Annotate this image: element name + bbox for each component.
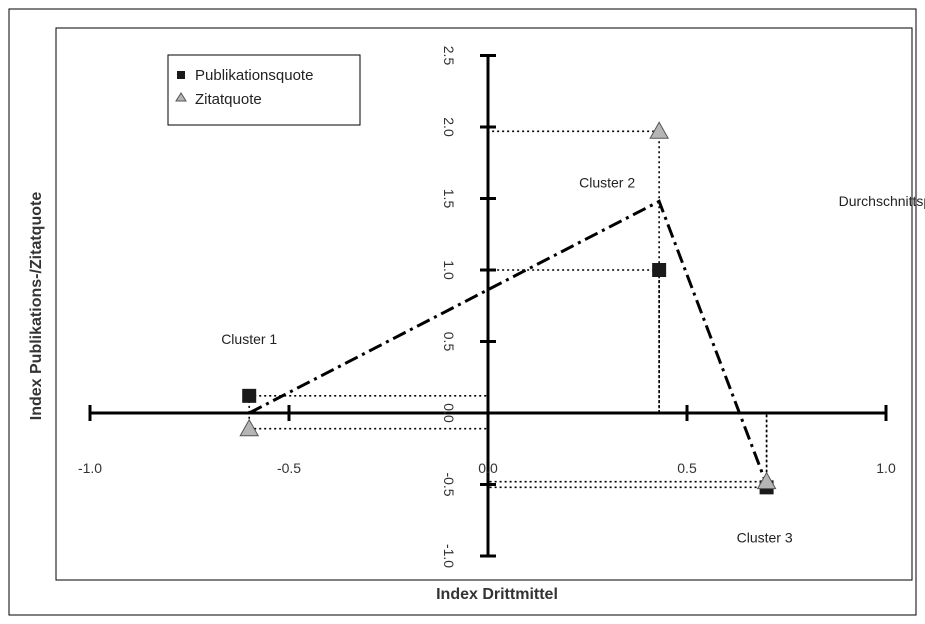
data-markers (239, 121, 777, 495)
profile-line (248, 199, 769, 486)
legend-triangle-marker (175, 92, 187, 102)
annotation-label: Durchschnittsprofil (839, 193, 925, 209)
annotations: Cluster 1 Cluster 2 Durchschnittsprofil Clu… (221, 174, 925, 545)
x-tick-label: 0.5 (677, 460, 697, 476)
profile-polyline (248, 199, 769, 486)
annotation-label: Cluster 2 (579, 174, 635, 190)
legend-label-publikationsquote: Publikationsquote (195, 67, 313, 84)
point-zitatquote (239, 418, 260, 437)
x-tick-label: 1.0 (876, 460, 896, 476)
legend: Publikationsquote Zitatquote (167, 54, 361, 126)
legend-label-zitatquote: Zitatquote (195, 91, 262, 108)
x-tick-label: 0.0 (478, 460, 498, 476)
outer-frame (8, 8, 917, 616)
point-publikationsquote (242, 388, 257, 403)
legend-square-marker (177, 71, 185, 79)
x-axis-label: Index Drittmittel (436, 586, 558, 603)
y-tick-label: -1.0 (441, 544, 457, 568)
y-tick-label: -0.5 (441, 472, 457, 496)
y-tick-label: 0.0 (441, 403, 457, 423)
y-tick-label: 2.0 (441, 117, 457, 137)
x-tick-label: -1.0 (78, 460, 102, 476)
y-axis-label: Index Publikations-/Zitatquote (28, 192, 45, 421)
annotation-label: Cluster 3 (737, 529, 793, 545)
point-zitatquote (756, 471, 777, 490)
y-tick-label: 2.5 (441, 46, 457, 66)
axes: -1.0 -0.5 0.0 0.5 1.0 -1.0 -0.5 0.0 0.5 1.0 1.5 2.0… (78, 46, 896, 569)
x-tick-label: -0.5 (277, 460, 301, 476)
point-publikationsquote (652, 263, 667, 277)
y-tick-label: 1.5 (441, 189, 457, 209)
y-tick-label: 1.0 (441, 260, 457, 280)
y-tick-label: 0.5 (441, 332, 457, 352)
legend-box (167, 54, 361, 126)
annotation-label: Cluster 1 (221, 331, 277, 347)
plot-area (55, 27, 913, 581)
point-zitatquote (649, 121, 669, 139)
